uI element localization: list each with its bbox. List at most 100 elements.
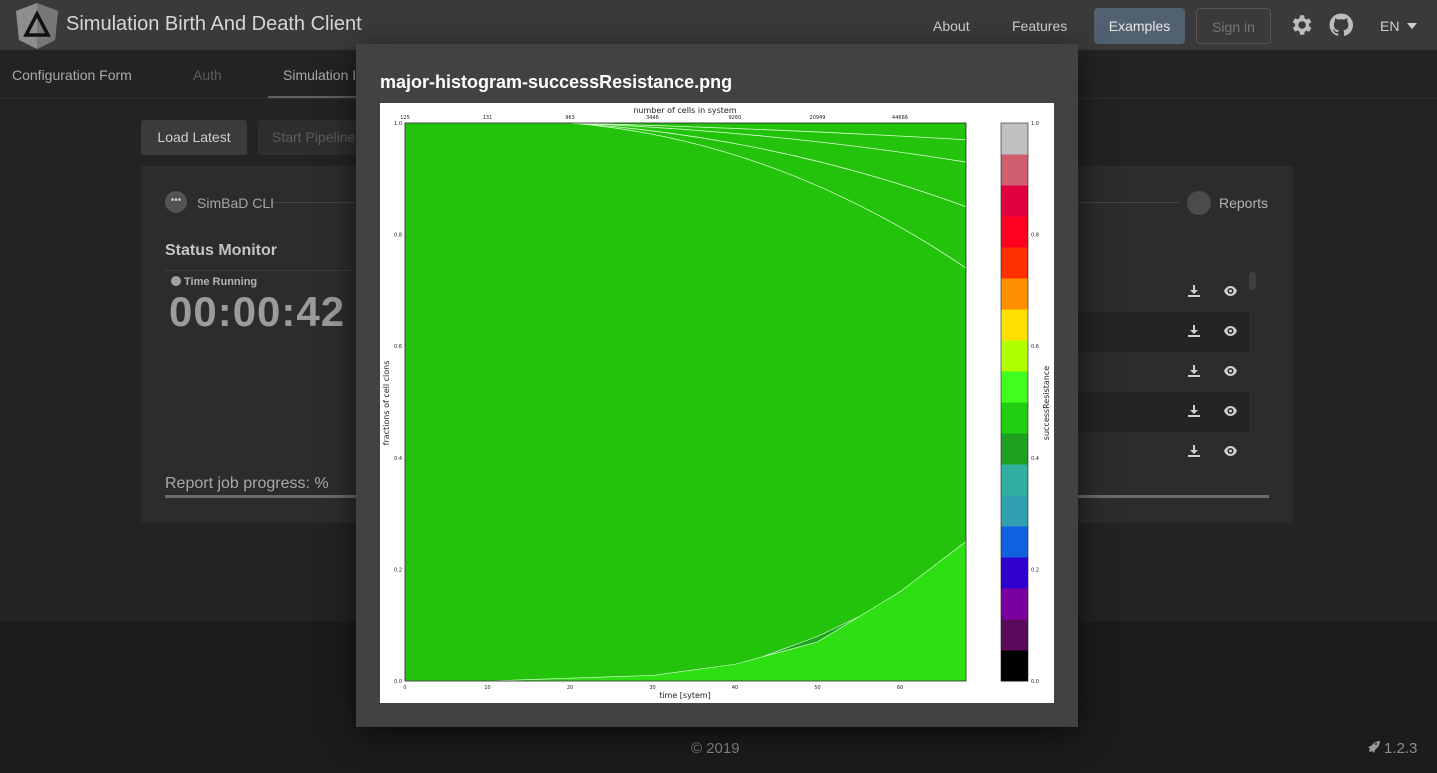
version-text: 1.2.3 bbox=[1384, 740, 1418, 757]
gear-icon[interactable] bbox=[1288, 12, 1314, 38]
eye-icon[interactable] bbox=[1224, 446, 1237, 456]
top-tick-label: 963 bbox=[565, 115, 575, 121]
series-boundary-line bbox=[405, 122, 967, 208]
colorbar-segment bbox=[1001, 340, 1028, 372]
x-tick-label: 20 bbox=[567, 685, 573, 691]
colorbar-tick-label: 0.0 bbox=[1031, 679, 1039, 685]
colorbar-segment bbox=[1001, 247, 1028, 279]
chevron-down-icon[interactable] bbox=[1407, 23, 1417, 29]
stepper-connector bbox=[1077, 202, 1179, 203]
eye-icon[interactable] bbox=[1224, 406, 1237, 416]
nav-about-link[interactable]: About bbox=[933, 18, 970, 34]
report-row bbox=[1041, 272, 1249, 312]
colorbar-segment bbox=[1001, 588, 1028, 620]
histogram-chart: number of cells in system time [sytem] f… bbox=[382, 106, 1051, 700]
x-tick-label: 50 bbox=[814, 685, 820, 691]
colorbar-segment bbox=[1001, 464, 1028, 496]
nav-examples-button[interactable]: Examples bbox=[1094, 8, 1185, 44]
colorbar-segment bbox=[1001, 154, 1028, 186]
colorbar-segment bbox=[1001, 557, 1028, 589]
download-icon[interactable] bbox=[1188, 445, 1200, 457]
top-tick-label: 131 bbox=[483, 115, 493, 121]
angular-logo-icon[interactable] bbox=[14, 2, 60, 50]
chart-title: number of cells in system bbox=[633, 106, 736, 115]
y-tick-label: 0.4 bbox=[394, 456, 402, 462]
top-tick-label: 3446 bbox=[646, 115, 659, 121]
github-icon[interactable] bbox=[1328, 12, 1354, 38]
colorbar-segment bbox=[1001, 526, 1028, 558]
report-row bbox=[1041, 432, 1249, 472]
colorbar-segment bbox=[1001, 185, 1028, 217]
y-tick-label: 0.6 bbox=[394, 344, 402, 350]
eye-icon[interactable] bbox=[1224, 366, 1237, 376]
active-tab-indicator bbox=[268, 96, 358, 98]
x-tick-label: 30 bbox=[649, 685, 655, 691]
time-running-value: 00:00:42 bbox=[169, 288, 346, 335]
scrollbar-thumb[interactable] bbox=[1249, 272, 1256, 290]
colorbar-segment bbox=[1001, 650, 1028, 682]
report-row bbox=[1041, 352, 1249, 392]
image-preview-dialog: major-histogram-successResistance.png nu… bbox=[356, 44, 1078, 727]
eye-icon[interactable] bbox=[1224, 326, 1237, 336]
colorbar-label: successResistance bbox=[1042, 366, 1051, 440]
report-progress-label: Report job progress: % bbox=[165, 475, 329, 492]
language-selector[interactable]: EN bbox=[1380, 18, 1400, 34]
stepper-connector bbox=[273, 202, 355, 203]
y-tick-label: 0.8 bbox=[394, 233, 402, 239]
top-tick-label: 44666 bbox=[892, 115, 908, 121]
download-icon[interactable] bbox=[1188, 365, 1200, 377]
load-latest-button[interactable]: Load Latest bbox=[141, 120, 247, 155]
top-tick-label: 125 bbox=[400, 115, 410, 121]
tab-configuration-form[interactable]: Configuration Form bbox=[12, 67, 132, 83]
step-reports[interactable]: Reports bbox=[1219, 195, 1269, 211]
version-label: 1.2.3 bbox=[1367, 740, 1417, 757]
colorbar-tick-label: 0.8 bbox=[1031, 233, 1039, 239]
colorbar-tick-label: 1.0 bbox=[1031, 121, 1039, 127]
y-tick-label: 0.0 bbox=[394, 679, 402, 685]
series-boundary-line bbox=[405, 122, 967, 141]
top-toolbar: Simulation Birth And Death Client About … bbox=[0, 0, 1437, 50]
time-running-label: Time Running bbox=[171, 276, 257, 288]
series-boundary-line bbox=[405, 122, 967, 163]
colorbar-segment bbox=[1001, 309, 1028, 341]
nav-features-link[interactable]: Features bbox=[1012, 18, 1068, 34]
download-icon[interactable] bbox=[1188, 285, 1200, 297]
y-tick-label: 1.0 bbox=[394, 121, 402, 127]
plot-frame bbox=[404, 122, 967, 682]
area-series-0 bbox=[405, 123, 966, 681]
colorbar-segment bbox=[1001, 433, 1028, 465]
step-reports-circle[interactable] bbox=[1187, 191, 1211, 215]
download-icon[interactable] bbox=[1188, 325, 1200, 337]
colorbar-frame bbox=[1000, 122, 1029, 682]
colorbar-segment bbox=[1001, 216, 1028, 248]
dialog-title: major-histogram-successResistance.png bbox=[380, 72, 733, 92]
more-icon[interactable]: ••• bbox=[165, 191, 187, 213]
x-tick-label: 40 bbox=[732, 685, 738, 691]
time-running-text: Time Running bbox=[184, 276, 258, 288]
colorbar-segment bbox=[1001, 619, 1028, 651]
rocket-icon bbox=[1368, 741, 1380, 753]
tab-auth[interactable]: Auth bbox=[193, 67, 222, 83]
colorbar-segment bbox=[1001, 495, 1028, 527]
divider bbox=[165, 270, 355, 271]
download-icon[interactable] bbox=[1188, 405, 1200, 417]
histogram-image: number of cells in system time [sytem] f… bbox=[380, 103, 1054, 703]
colorbar-tick-label: 0.6 bbox=[1031, 344, 1039, 350]
x-tick-label: 0 bbox=[403, 685, 406, 691]
colorbar-segment bbox=[1001, 402, 1028, 434]
colorbar-segment bbox=[1001, 278, 1028, 310]
colorbar-tick-label: 0.4 bbox=[1031, 456, 1039, 462]
colorbar-segment bbox=[1001, 371, 1028, 403]
clock-icon bbox=[171, 276, 181, 286]
sign-in-button[interactable]: Sign in bbox=[1196, 8, 1271, 44]
step-simbad-cli[interactable]: SimBaD CLI bbox=[197, 195, 275, 211]
eye-icon[interactable] bbox=[1224, 286, 1237, 296]
start-pipeline-button[interactable]: Start Pipeline bbox=[258, 120, 358, 155]
tab-simulation[interactable]: Simulation I bbox=[283, 67, 357, 83]
top-tick-label: 20949 bbox=[810, 115, 826, 121]
colorbar-tick-label: 0.2 bbox=[1031, 567, 1039, 573]
chart-y-axis-label: fractions of cell clons bbox=[382, 361, 391, 446]
top-tick-label: 9260 bbox=[729, 115, 742, 121]
app-title[interactable]: Simulation Birth And Death Client bbox=[66, 13, 362, 35]
chart-x-axis-label: time [sytem] bbox=[659, 691, 711, 700]
